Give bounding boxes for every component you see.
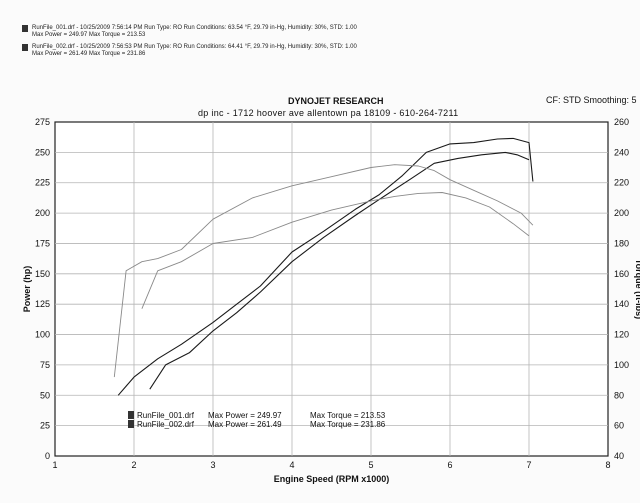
legend-file: RunFile_001.drf: [137, 411, 195, 420]
y-right-tick-label: 120: [614, 330, 629, 340]
y-left-tick-label: 50: [40, 390, 50, 400]
y-left-tick-label: 250: [35, 147, 50, 157]
y-right-tick-label: 140: [614, 299, 629, 309]
x-tick-label: 7: [526, 460, 531, 470]
y-left-tick-label: 100: [35, 330, 50, 340]
y-left-tick-label: 175: [35, 238, 50, 248]
plot-area: [54, 121, 609, 457]
y-right-tick-label: 260: [614, 117, 629, 127]
run2-marker-icon: [22, 44, 28, 51]
series-line-torque: [113, 164, 534, 378]
y-right-tick-label: 220: [614, 178, 629, 188]
y-left-tick-label: 25: [40, 421, 50, 431]
y-left-tick-label: 225: [35, 178, 50, 188]
legend-marker-icon: [128, 411, 134, 419]
chart-title: DYNOJET RESEARCH: [288, 96, 384, 106]
chart-subtitle: dp inc - 1712 hoover ave allentown pa 18…: [198, 108, 459, 118]
y-right-tick-label: 60: [614, 421, 624, 431]
x-tick-label: 5: [368, 460, 373, 470]
legend-file: RunFile_002.drf: [137, 420, 195, 429]
x-axis-label: Engine Speed (RPM x1000): [274, 474, 390, 484]
x-tick-label: 1: [52, 460, 57, 470]
y-right-tick-label: 160: [614, 269, 629, 279]
series-line-power: [117, 137, 534, 396]
legend-marker-icon: [128, 420, 134, 428]
y-left-tick-label: 275: [35, 117, 50, 127]
y-right-tick-label: 180: [614, 238, 629, 248]
run1-line2: Max Power = 249.97 Max Torque = 213.53: [32, 32, 146, 38]
legend-power: Max Power = 261.49: [208, 420, 282, 429]
y-left-tick-label: 0: [45, 451, 50, 461]
y-right-axis-label: Torque (ft-lbs): [634, 259, 640, 319]
y-left-tick-label: 125: [35, 299, 50, 309]
y-right-tick-label: 80: [614, 390, 624, 400]
x-tick-label: 4: [289, 460, 294, 470]
y-right-tick-label: 100: [614, 360, 629, 370]
x-tick-label: 8: [605, 460, 610, 470]
run2-line1: RunFile_002.drf - 10/25/2009 7:56:53 PM …: [32, 44, 357, 50]
y-right-tick-label: 40: [614, 451, 624, 461]
legend-power: Max Power = 249.97: [208, 411, 282, 420]
series-line-torque: [141, 192, 530, 309]
y-left-tick-label: 75: [40, 360, 50, 370]
x-tick-label: 6: [447, 460, 452, 470]
x-tick-label: 3: [210, 460, 215, 470]
y-right-tick-label: 200: [614, 208, 629, 218]
run2-info: RunFile_002.drf - 10/25/2009 7:56:53 PM …: [22, 44, 357, 58]
y-left-tick-label: 150: [35, 269, 50, 279]
series-line-power: [149, 151, 530, 390]
run1-line1: RunFile_001.drf - 10/25/2009 7:56:14 PM …: [32, 25, 357, 31]
x-tick-label: 2: [131, 460, 136, 470]
run2-line2: Max Power = 261.49 Max Torque = 231.86: [32, 51, 146, 57]
legend-torque: Max Torque = 231.86: [310, 420, 386, 429]
legend-torque: Max Torque = 213.53: [310, 411, 386, 420]
correction-info: CF: STD Smoothing: 5: [546, 95, 637, 105]
y-right-tick-label: 240: [614, 147, 629, 157]
y-left-tick-label: 200: [35, 208, 50, 218]
run1-marker-icon: [22, 25, 28, 32]
y-left-axis-label: Power (hp): [22, 266, 32, 313]
run1-info: RunFile_001.drf - 10/25/2009 7:56:14 PM …: [22, 25, 357, 39]
